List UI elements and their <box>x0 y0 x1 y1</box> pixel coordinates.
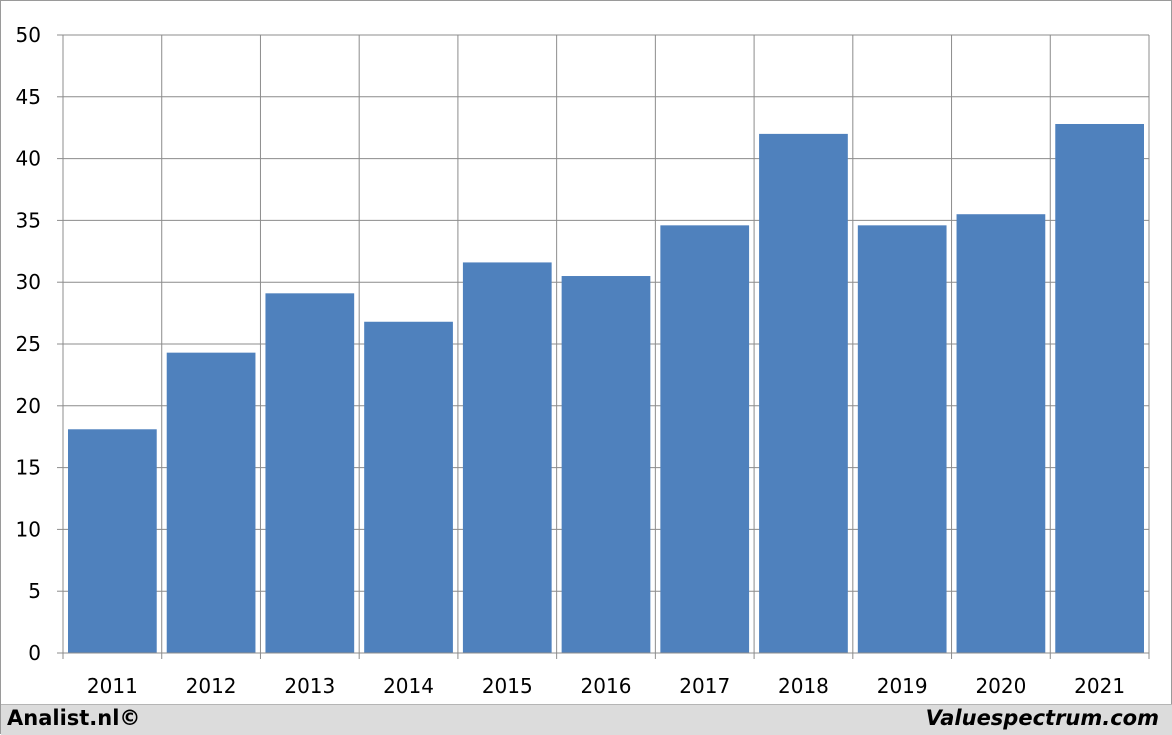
x-tick-label: 2014 <box>383 674 434 698</box>
bar <box>265 293 355 653</box>
bar <box>68 429 157 653</box>
bar <box>759 133 848 653</box>
footer-brand-left: Analist.nl© <box>7 706 141 730</box>
bar <box>166 352 256 653</box>
footer-bar: Analist.nl© Valuespectrum.com <box>1 704 1172 735</box>
x-tick-label: 2020 <box>975 674 1026 698</box>
y-tick-label: 45 <box>16 85 41 109</box>
bar <box>364 321 453 653</box>
x-tick-label: 2012 <box>186 674 237 698</box>
x-axis-ticks: 2011 2012 2013 2014 2015 2016 2017 2018 2019 2020… <box>62 653 1150 698</box>
x-tick-label: 2017 <box>679 674 730 698</box>
bar <box>857 225 947 653</box>
y-tick-label: 15 <box>16 456 41 480</box>
x-tick-label: 2011 <box>87 674 138 698</box>
y-tick-label: 35 <box>16 208 41 232</box>
y-tick-label: 50 <box>16 23 41 47</box>
x-tick-label: 2019 <box>877 674 928 698</box>
bar <box>660 225 750 653</box>
y-tick-label: 10 <box>16 517 41 541</box>
footer-brand-right: Valuespectrum.com <box>925 706 1159 730</box>
x-tick-label: 2013 <box>284 674 335 698</box>
x-tick-label: 2016 <box>581 674 632 698</box>
y-tick-label: 30 <box>16 270 41 294</box>
y-tick-label: 0 <box>28 641 41 665</box>
y-tick-label: 20 <box>16 394 41 418</box>
x-tick-label: 2021 <box>1074 674 1125 698</box>
x-tick-label: 2015 <box>482 674 533 698</box>
bar <box>561 276 651 653</box>
bar <box>956 214 1046 653</box>
bar-series <box>68 123 1144 653</box>
bar <box>462 262 552 653</box>
y-tick-label: 40 <box>16 147 41 171</box>
y-tick-label: 5 <box>28 579 41 603</box>
y-axis-ticks: 0 5 10 15 20 25 30 35 40 45 50 <box>16 23 63 665</box>
x-tick-label: 2018 <box>778 674 829 698</box>
bar <box>1055 123 1144 653</box>
y-tick-label: 25 <box>16 332 41 356</box>
